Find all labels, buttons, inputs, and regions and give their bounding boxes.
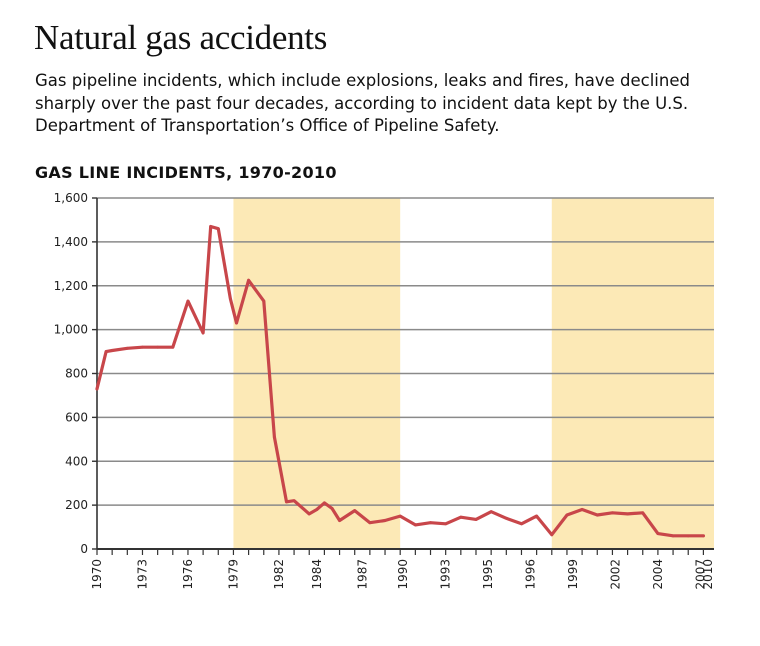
data-point — [262, 299, 266, 303]
data-point — [141, 345, 144, 349]
series-line — [95, 224, 705, 538]
data-point — [209, 225, 213, 228]
data-point — [235, 321, 238, 325]
data-point — [201, 331, 205, 335]
y-tick-label: 1,000 — [54, 323, 88, 337]
data-point — [171, 345, 175, 349]
y-tick-label: 0 — [80, 542, 88, 556]
x-tick-label: 1990 — [396, 559, 410, 590]
x-tick-label: 1970 — [90, 559, 104, 590]
data-point — [459, 515, 463, 519]
tick-labels: 0 200 400 600 800 1,000 1,200 1,400 1,600 1970 197… — [54, 191, 715, 590]
data-point — [368, 521, 372, 525]
data-point — [383, 519, 387, 522]
x-tick-label: 1979 — [226, 559, 240, 590]
x-tick-label: 1973 — [135, 559, 149, 590]
data-point — [535, 514, 539, 518]
y-tick-label: 1,400 — [54, 235, 88, 249]
data-point — [520, 522, 523, 526]
gridlines — [97, 197, 714, 506]
data-point — [104, 350, 108, 353]
data-point — [429, 521, 432, 525]
x-tick-label: 1976 — [181, 559, 195, 590]
data-point — [247, 278, 250, 282]
x-tick-label: 1999 — [566, 559, 580, 590]
data-point — [292, 499, 296, 503]
y-tick-label: 600 — [65, 410, 88, 424]
data-point — [504, 516, 508, 520]
axes — [92, 197, 714, 555]
data-point — [110, 349, 114, 352]
y-tick-label: 400 — [65, 454, 88, 468]
x-tick-label: 2002 — [608, 559, 622, 590]
data-point — [156, 345, 160, 349]
x-tick-label: 1984 — [310, 559, 324, 590]
x-tick-label: 1987 — [355, 559, 369, 590]
data-point — [272, 435, 276, 439]
data-point — [307, 512, 311, 516]
page-subtitle: Gas pipeline incidents, which include ex… — [35, 71, 690, 135]
data-point — [216, 227, 220, 231]
data-point — [671, 534, 675, 538]
data-point — [186, 299, 190, 303]
x-tick-label: 1995 — [481, 559, 495, 590]
data-point — [285, 500, 288, 504]
data-point — [474, 517, 478, 521]
chart-title: GAS LINE INCIDENTS, 1970-2010 — [35, 163, 337, 182]
y-tick-label: 1,600 — [54, 191, 88, 205]
data-point — [611, 511, 614, 515]
data-point — [330, 507, 334, 510]
data-point — [626, 512, 629, 516]
data-point — [641, 511, 645, 515]
data-point — [580, 508, 584, 511]
data-point — [413, 523, 417, 527]
data-point — [595, 513, 599, 517]
data-point — [656, 532, 660, 536]
data-point — [95, 387, 99, 391]
data-point — [353, 509, 357, 513]
y-tick-label: 200 — [65, 498, 88, 512]
data-point — [550, 533, 554, 537]
data-point — [444, 522, 448, 526]
data-point — [315, 508, 319, 511]
x-tick-label: 1993 — [439, 559, 453, 590]
y-tick-label: 800 — [65, 367, 88, 381]
data-point — [686, 534, 690, 538]
x-tick-label: 2010 — [701, 559, 715, 590]
data-point — [701, 534, 705, 538]
data-point — [229, 297, 232, 301]
x-tick-label: 1982 — [272, 559, 286, 590]
page-title: Natural gas accidents — [34, 18, 328, 57]
data-point — [489, 510, 493, 514]
data-point — [125, 346, 129, 350]
data-point — [322, 501, 326, 505]
y-tick-label: 1,200 — [54, 279, 88, 293]
data-point — [338, 519, 341, 522]
data-point — [398, 514, 402, 518]
x-tick-label: 2007 — [693, 559, 707, 590]
x-tick-label: 1996 — [524, 559, 538, 590]
data-point — [565, 513, 569, 517]
x-tick-label: 2004 — [651, 559, 665, 590]
